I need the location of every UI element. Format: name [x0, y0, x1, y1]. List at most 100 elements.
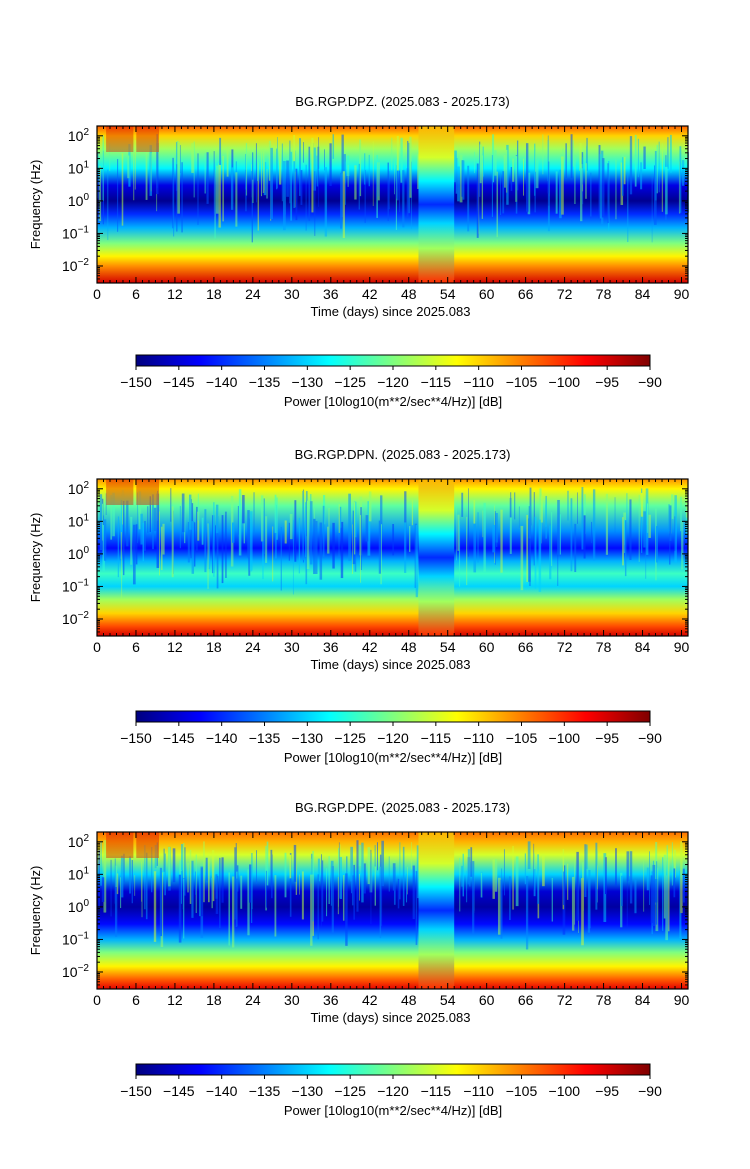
spectrogram-image: [97, 126, 688, 283]
x-tick-label: 36: [323, 286, 339, 302]
x-tick-label: 90: [674, 286, 690, 302]
colorbar-tick-label: −110: [463, 1083, 494, 1099]
data-gap-band: [418, 479, 455, 636]
colorbar-tick-label: −120: [377, 1083, 409, 1099]
x-tick-label: 60: [479, 992, 495, 1008]
y-tick-label: 101: [68, 512, 90, 529]
colorbar-tick-label: −150: [120, 374, 152, 390]
x-tick-label: 0: [93, 639, 101, 655]
y-tick-label: 10−2: [62, 257, 89, 274]
x-tick-label: 6: [132, 639, 140, 655]
colorbar-tick-label: −140: [206, 1083, 238, 1099]
x-axis: 0 6 12 18 24 30 36 42 48 54 60 66 72 78 84 90 Time (days…: [93, 832, 690, 1025]
y-axis-label: Frequency (Hz): [28, 160, 43, 250]
x-tick-label: 24: [245, 992, 261, 1008]
spectrogram-texture: [99, 479, 689, 599]
colorbar-2: −150 −145 −140 −135 −130 −125 −120 −115 −110 −105…: [120, 710, 662, 765]
x-tick-label: 24: [245, 286, 261, 302]
colorbar-tick-label: −130: [292, 1083, 324, 1099]
x-tick-label: 12: [167, 992, 183, 1008]
colorbar-tick-label: −145: [163, 374, 195, 390]
colorbar-label: Power [10log10(m**2/sec**4/Hz)] [dB]: [284, 394, 502, 409]
x-tick-label: 84: [635, 992, 651, 1008]
y-axis: 10−2 10−1 100 101 102 Frequency (Hz): [28, 831, 688, 990]
y-axis: 10−2 10−1 100 101 102 Frequency (Hz): [28, 125, 688, 284]
x-tick-label: 12: [167, 639, 183, 655]
x-tick-label: 48: [401, 639, 417, 655]
x-tick-label: 30: [284, 639, 300, 655]
panel-title: BG.RGP.DPZ. (2025.083 - 2025.173): [295, 94, 509, 109]
y-tick-label: 102: [68, 480, 90, 497]
x-tick-label: 60: [479, 286, 495, 302]
x-tick-label: 54: [440, 639, 456, 655]
x-tick-label: 0: [93, 992, 101, 1008]
x-tick-label: 54: [440, 992, 456, 1008]
y-tick-label: 10−2: [62, 963, 89, 980]
x-tick-label: 30: [284, 992, 300, 1008]
colorbar-tick-label: −115: [421, 730, 452, 746]
x-tick-label: 48: [401, 286, 417, 302]
y-axis-label: Frequency (Hz): [28, 866, 43, 956]
colorbar-tick-label: −145: [163, 730, 195, 746]
x-tick-label: 36: [323, 639, 339, 655]
colorbar-tick-label: −130: [292, 374, 324, 390]
x-tick-label: 36: [323, 992, 339, 1008]
colorbar-1: −150 −145 −140 −135 −130 −125 −120 −115 −110 −105…: [120, 354, 662, 409]
colorbar-scale: [135, 354, 651, 367]
colorbar-tick-label: −100: [549, 730, 581, 746]
x-axis-label: Time (days) since 2025.083: [311, 304, 471, 319]
colorbar-tick-label: −95: [595, 1083, 619, 1099]
colorbar-tick-label: −130: [292, 730, 324, 746]
spectrogram-panel-2: BG.RGP.DPN. (2025.083 - 2025.173) 0 6 12 18 2…: [28, 447, 690, 672]
colorbar-tick-label: −90: [638, 730, 662, 746]
y-tick-label: 100: [68, 898, 90, 915]
colorbar-tick-label: −115: [421, 1083, 452, 1099]
x-tick-label: 78: [596, 639, 612, 655]
x-tick-label: 60: [479, 639, 495, 655]
y-tick-label: 100: [68, 192, 90, 209]
colorbar-tick-label: −95: [595, 730, 619, 746]
y-tick-label: 102: [68, 833, 90, 850]
x-tick-label: 18: [206, 639, 222, 655]
colorbar-tick-label: −120: [377, 730, 409, 746]
colorbar-scale: [135, 710, 651, 723]
y-tick-label: 10−2: [62, 610, 89, 627]
x-tick-label: 18: [206, 286, 222, 302]
colorbar-tick-label: −110: [463, 730, 494, 746]
x-tick-label: 90: [674, 992, 690, 1008]
colorbar-tick-label: −110: [463, 374, 494, 390]
x-tick-label: 84: [635, 639, 651, 655]
y-tick-label: 10−1: [62, 930, 89, 947]
colorbar-tick-label: −135: [249, 1083, 281, 1099]
y-tick-label: 101: [68, 865, 90, 882]
colorbar-tick-label: −135: [249, 374, 281, 390]
x-tick-label: 66: [518, 639, 534, 655]
colorbar-tick-label: −150: [120, 730, 152, 746]
colorbar-tick-label: −90: [638, 1083, 662, 1099]
x-tick-label: 66: [518, 992, 534, 1008]
colorbar-tick-label: −105: [506, 1083, 538, 1099]
x-axis: 0 6 12 18 24 30 36 42 48 54 60 66 72 78 84 90 Time (days…: [93, 126, 690, 319]
colorbar-scale: [135, 1063, 651, 1076]
colorbar-tick-label: −115: [421, 374, 452, 390]
x-tick-label: 12: [167, 286, 183, 302]
colorbar-tick-label: −125: [334, 1083, 366, 1099]
x-tick-label: 78: [596, 286, 612, 302]
data-gap-band: [418, 832, 455, 989]
y-tick-label: 102: [68, 127, 90, 144]
colorbar-tick-label: −145: [163, 1083, 195, 1099]
spectrogram-texture: [97, 126, 690, 243]
x-tick-label: 72: [557, 992, 573, 1008]
x-tick-label: 48: [401, 992, 417, 1008]
colorbar-tick-label: −140: [206, 374, 238, 390]
x-axis: 0 6 12 18 24 30 36 42 48 54 60 66 72 78 84 90 Time (days…: [93, 479, 690, 672]
spectrogram-image: [97, 479, 688, 636]
colorbar-tick-label: −120: [377, 374, 409, 390]
spectrogram-image: [97, 832, 688, 989]
x-tick-label: 78: [596, 992, 612, 1008]
y-tick-label: 10−1: [62, 577, 89, 594]
colorbar-tick-label: −100: [549, 1083, 581, 1099]
colorbar-tick-label: −150: [120, 1083, 152, 1099]
x-tick-label: 0: [93, 286, 101, 302]
colorbar-tick-label: −95: [595, 374, 619, 390]
